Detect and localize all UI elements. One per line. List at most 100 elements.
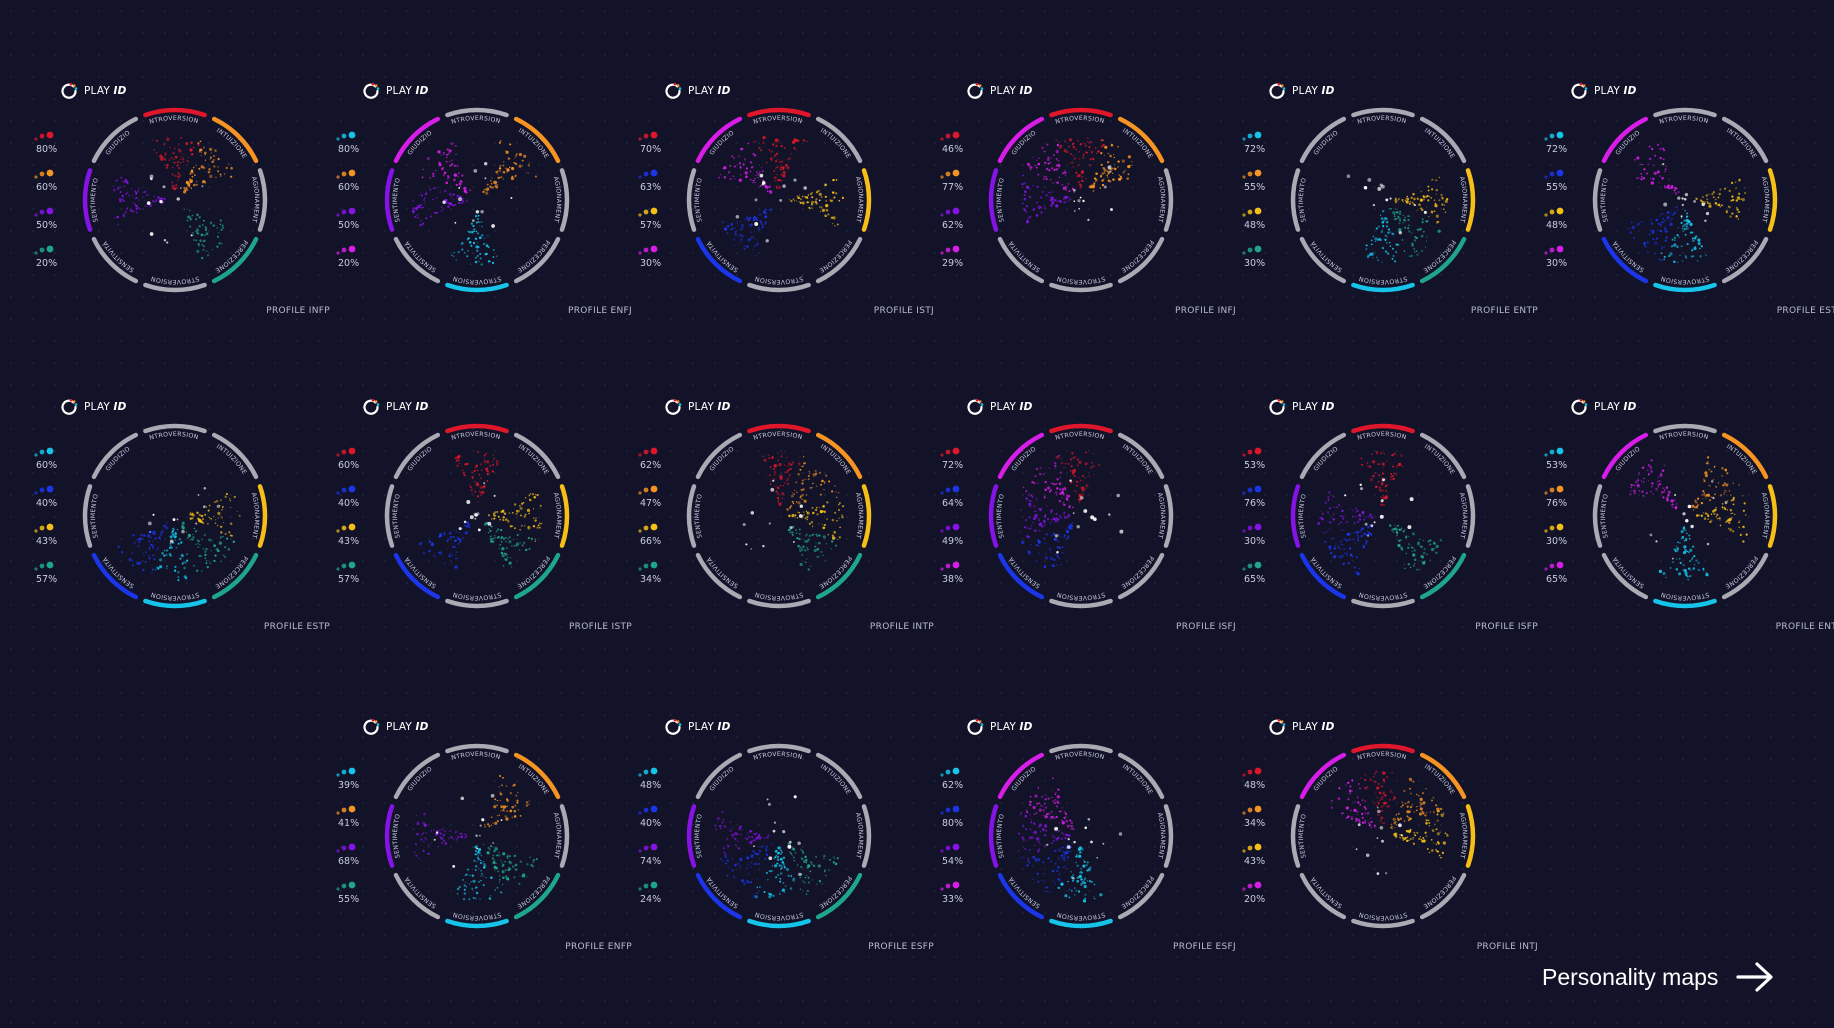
brand-text: PLAY ID bbox=[688, 721, 731, 733]
personality-dial: INTROVERSIONEINTUIZIONERAGIONAMENTOPERCE… bbox=[377, 100, 570, 293]
playid-logo-icon bbox=[1571, 398, 1588, 415]
axis-label: GIUDIZIO bbox=[1010, 129, 1037, 156]
profile-card[interactable]: PLAY ID 53% 76% 30% 65% INTROVERSIONEINTUIZIO… bbox=[1238, 398, 1538, 698]
brand-text: PLAY ID bbox=[386, 721, 429, 733]
scatter-cloud bbox=[1021, 137, 1133, 224]
personality-maps-link[interactable]: Personality maps bbox=[1542, 962, 1774, 992]
axis-label: INTROVERSIONE bbox=[377, 416, 501, 442]
dial-segment bbox=[559, 484, 570, 548]
legend-dots-icon bbox=[1544, 485, 1564, 495]
profile-card[interactable]: PLAY ID 48% 34% 43% 20% INTROVERSIONEINTUIZIO… bbox=[1238, 718, 1538, 1018]
profile-card[interactable]: PLAY ID 48% 40% 74% 24% INTROVERSIONEINTUIZIO… bbox=[634, 718, 934, 1018]
profile-card[interactable]: PLAY ID 80% 60% 50% 20% INTROVERSIONEINTUIZIO… bbox=[30, 82, 330, 382]
profile-label: PROFILE ESFP bbox=[868, 942, 934, 952]
dial-segment bbox=[686, 804, 697, 868]
legend-value: 20% bbox=[36, 258, 58, 269]
profile-card[interactable]: PLAY ID 53% 76% 30% 65% INTROVERSIONEINTUIZIO… bbox=[1540, 398, 1834, 698]
axis-label: SENTIMENTO bbox=[694, 813, 704, 859]
legend-item: 50% bbox=[332, 206, 376, 236]
legend-dots-icon bbox=[1242, 245, 1262, 255]
axis-label: INTROVERSIONE bbox=[981, 736, 1105, 762]
profile-label: PROFILE INTP bbox=[869, 622, 934, 632]
legend-item: 49% bbox=[936, 522, 980, 552]
axis-label: GIUDIZIO bbox=[708, 445, 735, 472]
dial-segment bbox=[1601, 552, 1649, 600]
legend-item: 60% bbox=[30, 446, 74, 476]
profile-card[interactable]: PLAY ID 60% 40% 43% 57% INTROVERSIONEINTUIZIO… bbox=[30, 398, 330, 698]
dial-segment bbox=[695, 116, 743, 164]
legend-dots-icon bbox=[1242, 881, 1262, 891]
dial-segment bbox=[1049, 107, 1113, 118]
dial-segment bbox=[1653, 423, 1717, 434]
personality-dial: INTROVERSIONEINTUIZIONERAGIONAMENTOPERCE… bbox=[1283, 416, 1476, 609]
profile-card[interactable]: PLAY ID 72% 64% 49% 38% INTROVERSIONEINTUIZIO… bbox=[936, 398, 1236, 698]
profile-card[interactable]: PLAY ID 62% 80% 54% 33% INTROVERSIONEINTUIZIO… bbox=[936, 718, 1236, 1018]
legend-value: 72% bbox=[942, 460, 964, 471]
brand-logo: PLAY ID bbox=[362, 718, 429, 736]
legend-item: 57% bbox=[30, 560, 74, 590]
legend-dots-icon bbox=[1242, 207, 1262, 217]
profile-label: PROFILE INFJ bbox=[1175, 306, 1236, 316]
scatter-cloud bbox=[117, 486, 241, 582]
legend-item: 54% bbox=[936, 842, 980, 872]
axis-label: SENTIMENTO bbox=[1298, 813, 1308, 859]
legend-value: 48% bbox=[1546, 220, 1568, 231]
legend-dots-icon bbox=[336, 447, 356, 457]
legend-item: 30% bbox=[1238, 522, 1282, 552]
legend-item: 48% bbox=[634, 766, 678, 796]
legend-value: 66% bbox=[640, 536, 662, 547]
playid-logo-icon bbox=[363, 82, 380, 99]
brand-text: PLAY ID bbox=[990, 401, 1033, 413]
scatter-cloud bbox=[714, 795, 839, 899]
dial-segment bbox=[393, 872, 441, 920]
legend-item: 60% bbox=[30, 168, 74, 198]
axis-label: INTROVERSIONE bbox=[1283, 416, 1407, 442]
profile-card[interactable]: PLAY ID 62% 47% 66% 34% INTROVERSIONEINTUIZIO… bbox=[634, 398, 934, 698]
brand-logo: PLAY ID bbox=[664, 398, 731, 416]
legend-dots-icon bbox=[1544, 245, 1564, 255]
legend-item: 62% bbox=[936, 766, 980, 796]
dial-segment bbox=[1601, 236, 1649, 284]
dial-segment bbox=[1049, 282, 1113, 293]
axis-label: GIUDIZIO bbox=[1614, 445, 1641, 472]
legend-value: 53% bbox=[1244, 460, 1266, 471]
legend-value: 50% bbox=[36, 220, 58, 231]
legend-value: 76% bbox=[1244, 498, 1266, 509]
dial-segment bbox=[384, 484, 395, 548]
profile-card[interactable]: PLAY ID 46% 77% 62% 29% INTROVERSIONEINTUIZIO… bbox=[936, 82, 1236, 382]
profile-card[interactable]: PLAY ID 39% 41% 68% 55% INTROVERSIONEINTUIZIO… bbox=[332, 718, 632, 1018]
legend-value: 64% bbox=[942, 498, 964, 509]
personality-dial: INTROVERSIONEINTUIZIONERAGIONAMENTOPERCE… bbox=[981, 100, 1174, 293]
legend-item: 62% bbox=[936, 206, 980, 236]
legend-value: 33% bbox=[942, 894, 964, 905]
profile-card[interactable]: PLAY ID 60% 40% 43% 57% INTROVERSIONEINTUIZIO… bbox=[332, 398, 632, 698]
dial-segment bbox=[82, 484, 93, 548]
dial-segment bbox=[988, 484, 999, 548]
profile-card[interactable]: PLAY ID 72% 55% 48% 30% INTROVERSIONEINTUIZIO… bbox=[1540, 82, 1834, 382]
brand-text: PLAY ID bbox=[1594, 85, 1637, 97]
scatter-cloud bbox=[1330, 770, 1449, 875]
profile-card[interactable]: PLAY ID 80% 60% 50% 20% INTROVERSIONEINTUIZIO… bbox=[332, 82, 632, 382]
legend-value: 65% bbox=[1546, 574, 1568, 585]
legend-value: 62% bbox=[942, 780, 964, 791]
dial-segment bbox=[211, 116, 259, 164]
dial-segment bbox=[384, 168, 395, 232]
legend-value: 39% bbox=[338, 780, 360, 791]
dial-segment bbox=[686, 484, 697, 548]
profile-card[interactable]: PLAY ID 72% 55% 48% 30% INTROVERSIONEINTUIZIO… bbox=[1238, 82, 1538, 382]
dial-segment bbox=[997, 872, 1045, 920]
axis-label: SENTIMENTO bbox=[392, 813, 402, 859]
legend-dots-icon bbox=[1544, 207, 1564, 217]
axis-label: INTROVERSIONE bbox=[679, 736, 803, 762]
dial-segment bbox=[1299, 432, 1347, 480]
legend-value: 30% bbox=[640, 258, 662, 269]
profile-card[interactable]: PLAY ID 70% 63% 57% 30% INTROVERSIONEINTUIZIO… bbox=[634, 82, 934, 382]
dial-segment bbox=[861, 484, 872, 548]
dial-segment bbox=[143, 282, 207, 293]
legend-item: 70% bbox=[634, 130, 678, 160]
dial-segment bbox=[1290, 168, 1301, 232]
axis-label: SENTIMENTO bbox=[996, 493, 1006, 539]
axis-label: GIUDIZIO bbox=[1614, 129, 1641, 156]
legend-dots-icon bbox=[336, 843, 356, 853]
scatter-cloud bbox=[1018, 777, 1123, 903]
